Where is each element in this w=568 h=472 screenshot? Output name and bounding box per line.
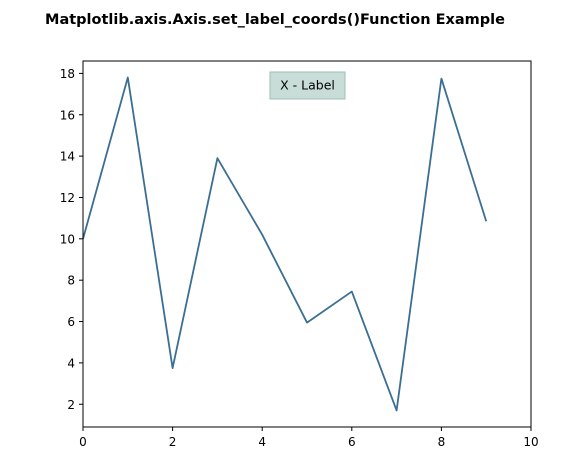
y-tick-label: 8 [67, 274, 75, 288]
axes-background [83, 61, 531, 427]
x-axis-label: X - Label [280, 78, 335, 93]
x-axis: 0 2 4 6 8 10 [79, 427, 539, 449]
y-tick-label: 6 [67, 315, 75, 329]
y-tick-label: 18 [60, 67, 75, 81]
x-axis-label-box [269, 71, 346, 100]
y-axis: 2 4 6 8 10 12 14 16 18 [60, 67, 83, 412]
y-tick-label: 2 [67, 398, 75, 412]
x-tick-label: 0 [79, 435, 87, 449]
axes-frame [82, 60, 532, 428]
plot-area: 0 2 4 6 8 10 2 4 6 8 10 12 14 16 18 [60, 60, 539, 449]
chart-title: Matplotlib.axis.Axis.set_label_coords()F… [45, 12, 505, 28]
x-tick-label: 6 [348, 435, 356, 449]
x-tick-label: 2 [169, 435, 177, 449]
y-tick-label: 16 [60, 108, 75, 122]
y-tick-label: 10 [60, 232, 75, 246]
y-tick-label: 14 [60, 150, 75, 164]
x-axis-label-group: X - Label [269, 71, 346, 100]
y-tick-label: 4 [67, 356, 75, 370]
series-line [82, 76, 488, 412]
series-layer [82, 76, 488, 412]
x-tick-label: 10 [523, 435, 538, 449]
x-tick-label: 8 [438, 435, 446, 449]
x-tick-label: 4 [258, 435, 266, 449]
y-tick-label: 12 [60, 191, 75, 205]
